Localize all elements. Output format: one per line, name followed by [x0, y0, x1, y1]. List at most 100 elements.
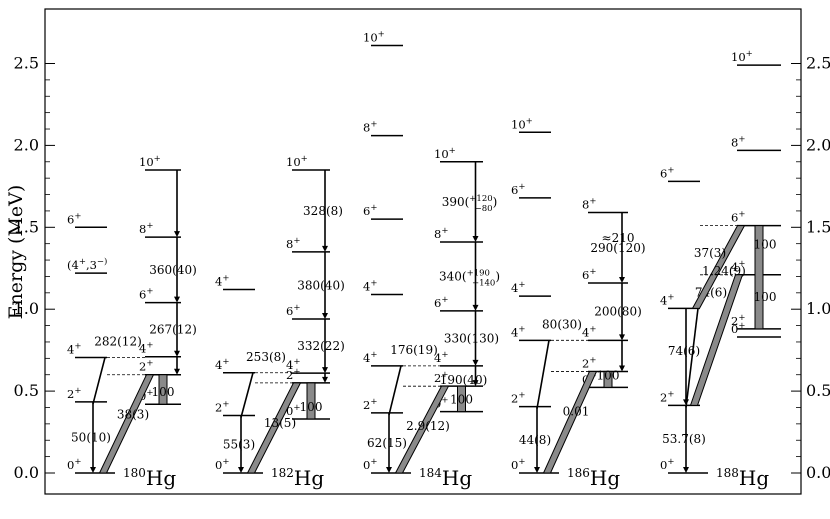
level-label: 4+: [363, 278, 377, 293]
level-label: 4+: [363, 350, 377, 365]
level-label: 8+: [286, 236, 300, 251]
level-label: 6+: [139, 287, 153, 302]
level-label: 4+: [286, 357, 300, 372]
level-label: 4+: [215, 357, 229, 372]
nucleus-label: 188Hg: [716, 466, 769, 490]
level-label: 6+: [731, 210, 745, 225]
level-label: 2+: [582, 355, 596, 370]
transition-label: 360(40): [149, 263, 197, 277]
level-label: 4+: [139, 341, 153, 356]
transition-label: 100: [754, 238, 777, 252]
level-label: 4+: [731, 259, 745, 274]
nucleus-label: 180Hg: [123, 466, 176, 490]
transition-label: 267(12): [149, 323, 197, 337]
transition-label: 37(3): [694, 246, 726, 260]
strength-band: [98, 374, 155, 474]
transition-label: 80(30): [542, 317, 582, 331]
level-label: 4+: [511, 280, 525, 295]
strength-band: [246, 382, 302, 474]
y-tick-label-right: 0.5: [806, 381, 830, 400]
level-label: 0+: [511, 457, 525, 472]
transition-label: 100: [597, 368, 620, 382]
level-label: 6+: [511, 182, 525, 197]
level-label: 4+: [434, 350, 448, 365]
level-label: 10+: [731, 49, 753, 64]
y-axis-label: Energy (MeV): [5, 185, 27, 320]
level-label: 6+: [67, 211, 81, 226]
transition-label: 100: [754, 290, 777, 304]
transition-label: 390(+120 −80): [442, 194, 498, 214]
level-label: 2+: [660, 389, 674, 404]
nucleus-188Hg: 0+2+4+6+0+2+4+6+8+10+53.7(8)74(6)37(3)1.…: [660, 49, 781, 490]
arrow-head: [619, 365, 625, 372]
y-tick-label-left: 1.5: [14, 217, 39, 236]
strength-band: [689, 274, 744, 406]
level-diagrams: 0+2+4+6+(4+,3−)0+2+4+6+8+10+50(10)282(12…: [67, 29, 781, 490]
arrow-head: [174, 296, 180, 303]
transition-label: 50(10): [71, 430, 111, 444]
transition-arrow: [92, 357, 106, 405]
level-label: 0+: [215, 457, 229, 472]
transition-label: 100: [152, 385, 175, 399]
nucleus-184Hg: 0+2+4+4+6+8+10+0+2+4+6+8+10+62(15)176(19…: [363, 29, 500, 490]
level-label: 2+: [511, 391, 525, 406]
nucleus-186Hg: 0+2+4+4+6+10+0+2+4+6+8+44(8)80(30)0.0110…: [511, 116, 646, 490]
level-label: 8+: [434, 226, 448, 241]
arrow-head: [322, 367, 328, 374]
y-tick-label-left: 2.5: [14, 54, 39, 73]
transition-label: 332(22): [297, 339, 345, 353]
level-label: 0+: [731, 321, 745, 336]
level-label: 10+: [286, 154, 308, 169]
transition-label: 253(8): [246, 350, 286, 364]
transition-label: 38(3): [117, 408, 149, 422]
level-label: 2+: [434, 370, 448, 385]
y-tick-label-right: 1.5: [806, 217, 830, 236]
arrow-head: [322, 313, 328, 320]
arrow-head: [174, 231, 180, 238]
y-tick-label-right: 0.0: [806, 463, 830, 482]
arrow-head: [90, 467, 96, 473]
level-label: 8+: [731, 134, 745, 149]
arrow-head: [174, 350, 180, 357]
level-label: 4+: [582, 324, 596, 339]
transition-label: 176(19): [390, 343, 438, 357]
transition-arrow: [388, 365, 402, 416]
strength-bar: [158, 374, 168, 405]
arrow-head: [472, 380, 479, 387]
level-label: 6+: [582, 267, 596, 282]
transition-label: 0.01: [563, 404, 590, 418]
transition-label: 2.9(12): [406, 419, 450, 433]
level-label: 8+: [363, 120, 377, 135]
transition-arrow: [240, 372, 254, 418]
arrow-head: [472, 236, 479, 243]
arrow-head: [619, 334, 625, 341]
y-tick-label-right: 2.5: [806, 54, 830, 73]
y-axis-ticks: 0.0 0.0 0.5 0.5 1.0 1.0 1.5 1.5 2.0 2.0 2.5 2.5: [14, 54, 830, 483]
y-tick-label-left: 2.0: [14, 135, 39, 154]
arrow-head: [683, 467, 689, 473]
transition-label: 340(+190 −140): [439, 268, 500, 288]
arrow-head: [472, 359, 479, 366]
transition-label: 380(40): [297, 278, 345, 292]
level-label: 8+: [582, 197, 596, 212]
arrow-head: [322, 376, 328, 383]
y-tick-label-right: 1.0: [806, 299, 830, 318]
level-label: (4+,3−): [67, 256, 107, 272]
transition-label: 100: [300, 400, 323, 414]
nucleus-label: 182Hg: [271, 466, 324, 490]
strength-bar: [306, 382, 316, 420]
strength-band: [542, 370, 598, 474]
transition-label: 55(3): [223, 437, 255, 451]
transition-label: 200(80): [594, 305, 642, 319]
level-label: 4+: [215, 274, 229, 289]
arrow-head: [619, 276, 625, 283]
transition-arrow: [685, 308, 699, 408]
strength-band: [394, 385, 450, 474]
arrow-head: [386, 467, 392, 473]
level-label: 10+: [434, 146, 456, 161]
level-label: 10+: [139, 154, 161, 169]
transition-label: 190(40): [440, 373, 488, 387]
arrow-head: [534, 467, 540, 473]
transition-label: 290(120): [590, 241, 645, 255]
